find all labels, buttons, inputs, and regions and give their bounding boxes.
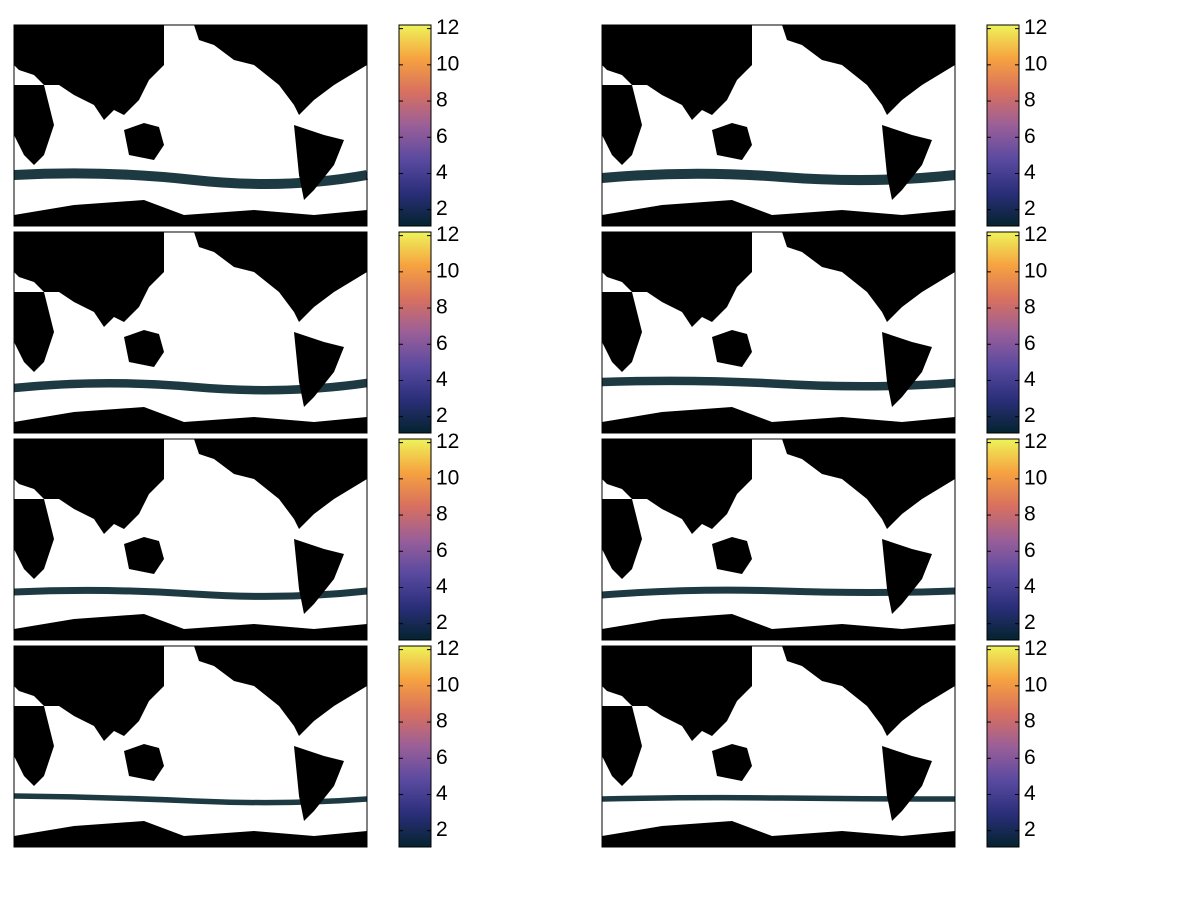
colorbar-tick-label: 2	[1024, 404, 1036, 427]
map-panel	[601, 24, 956, 227]
map-panel	[601, 231, 956, 434]
map-panel	[601, 438, 956, 641]
map-panel	[13, 438, 368, 641]
colorbar-tick-label: 4	[436, 575, 448, 598]
map-frame	[601, 438, 956, 641]
map-frame	[13, 438, 368, 641]
colorbar-tick-label: 2	[1024, 818, 1036, 841]
map-panel	[13, 24, 368, 227]
colorbar-tick-label: 10	[436, 259, 459, 282]
colorbar-tick-label: 12	[436, 16, 459, 39]
colorbar	[398, 231, 432, 434]
map-panel	[13, 231, 368, 434]
colorbar-tick-label: 8	[1024, 89, 1036, 112]
map-frame	[13, 24, 368, 227]
colorbar-tick-label: 12	[1024, 637, 1047, 660]
colorbar-tick-label: 8	[436, 710, 448, 733]
colorbar-tick-label: 4	[1024, 575, 1036, 598]
colorbar	[398, 24, 432, 227]
colorbar-tick-label: 4	[1024, 782, 1036, 805]
colorbar-tick-label: 6	[1024, 125, 1036, 148]
colorbar-tick-label: 4	[436, 782, 448, 805]
colorbar-tick-label: 6	[1024, 746, 1036, 769]
colorbar-tick-label: 8	[436, 503, 448, 526]
colorbar-tick-label: 4	[1024, 161, 1036, 184]
colorbar-tick-label: 12	[436, 637, 459, 660]
colorbar-tick-label: 12	[1024, 430, 1047, 453]
map-frame	[601, 24, 956, 227]
colorbar-tick-label: 10	[1024, 259, 1047, 282]
colorbar	[986, 645, 1020, 848]
colorbar-tick-label: 6	[436, 332, 448, 355]
colorbar-tick-label: 12	[436, 223, 459, 246]
colorbar	[986, 231, 1020, 434]
colorbar-tick-label: 6	[1024, 539, 1036, 562]
colorbar-tick-label: 2	[436, 818, 448, 841]
colorbar-tick-label: 2	[1024, 197, 1036, 220]
colorbar-tick-label: 4	[1024, 368, 1036, 391]
colorbar-tick-label: 8	[1024, 710, 1036, 733]
map-panel	[13, 645, 368, 848]
colorbar-tick-label: 2	[436, 197, 448, 220]
colorbar-tick-label: 8	[1024, 503, 1036, 526]
colorbar-tick-label: 2	[436, 404, 448, 427]
colorbar	[398, 645, 432, 848]
colorbar-tick-label: 4	[436, 368, 448, 391]
colorbar-tick-label: 6	[436, 539, 448, 562]
colorbar	[986, 438, 1020, 641]
colorbar-tick-label: 10	[436, 466, 459, 489]
map-frame	[601, 231, 956, 434]
colorbar-tick-label: 10	[1024, 52, 1047, 75]
map-panel	[601, 645, 956, 848]
colorbar-tick-label: 10	[436, 673, 459, 696]
map-frame	[13, 231, 368, 434]
colorbar-tick-label: 12	[1024, 223, 1047, 246]
colorbar-tick-label: 6	[436, 746, 448, 769]
colorbar-tick-label: 8	[1024, 296, 1036, 319]
colorbar-tick-label: 10	[436, 52, 459, 75]
colorbar	[986, 24, 1020, 227]
colorbar-tick-label: 12	[436, 430, 459, 453]
colorbar-tick-label: 8	[436, 296, 448, 319]
colorbar-tick-label: 10	[1024, 673, 1047, 696]
colorbar-tick-label: 6	[1024, 332, 1036, 355]
colorbar-tick-label: 6	[436, 125, 448, 148]
map-frame	[601, 645, 956, 848]
colorbar-tick-label: 12	[1024, 16, 1047, 39]
colorbar-tick-label: 2	[436, 611, 448, 634]
colorbar	[398, 438, 432, 641]
map-frame	[13, 645, 368, 848]
colorbar-tick-label: 4	[436, 161, 448, 184]
colorbar-tick-label: 8	[436, 89, 448, 112]
colorbar-tick-label: 10	[1024, 466, 1047, 489]
colorbar-tick-label: 2	[1024, 611, 1036, 634]
